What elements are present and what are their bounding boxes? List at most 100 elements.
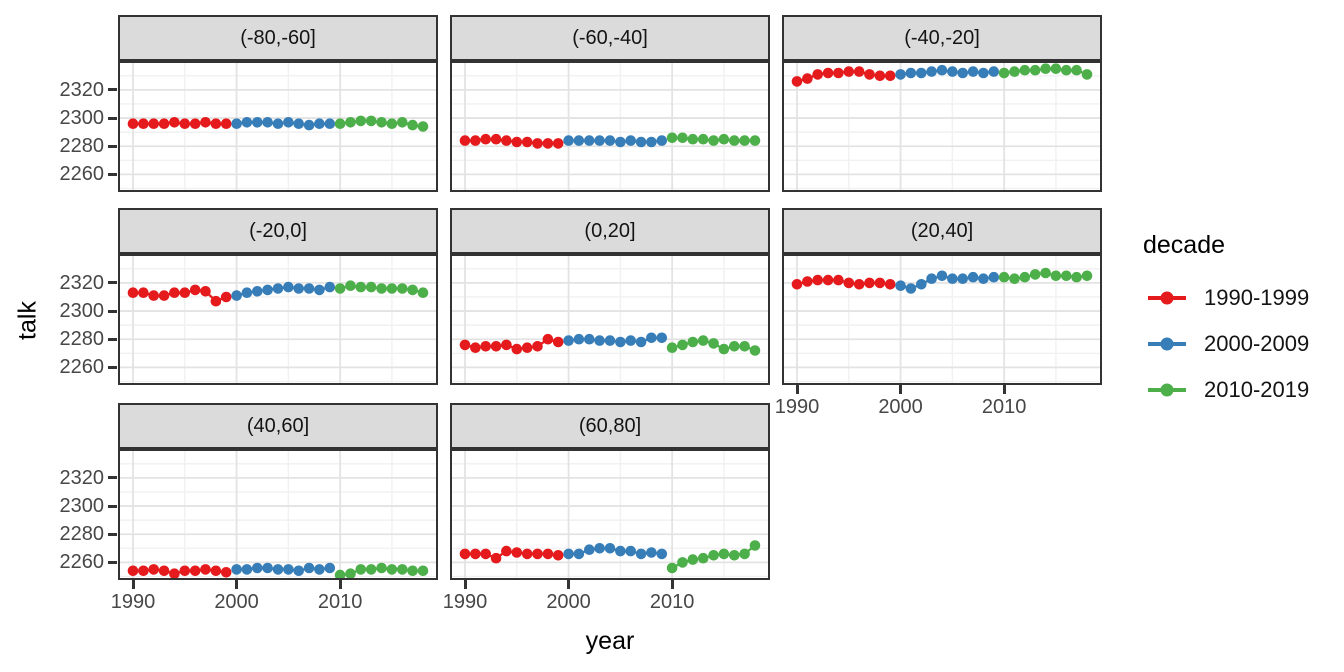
data-point — [739, 135, 750, 146]
data-point — [241, 287, 253, 298]
data-point — [210, 295, 222, 307]
data-point — [957, 273, 968, 284]
data-point — [677, 339, 688, 351]
data-point — [646, 332, 657, 344]
data-point — [532, 138, 543, 149]
data-point — [376, 117, 387, 128]
gridlines — [118, 449, 438, 580]
facet-strip: (20,40] — [782, 208, 1102, 254]
data-point — [1061, 270, 1072, 282]
series-2000-2009 — [563, 332, 668, 348]
data-point — [677, 557, 688, 568]
facet-panel — [782, 61, 1102, 192]
y-tick-mark — [108, 504, 117, 508]
data-point — [1071, 271, 1082, 283]
x-axis-title: year — [585, 627, 635, 655]
series-2010-2019 — [666, 132, 761, 146]
facet-strip-label: (-40,-20] — [904, 26, 980, 49]
data-point — [749, 135, 761, 146]
data-point — [584, 544, 595, 555]
y-tick-label: 2280 — [59, 328, 105, 351]
data-point — [697, 552, 709, 564]
data-point — [138, 287, 149, 298]
data-point — [262, 562, 273, 574]
data-point — [417, 121, 429, 132]
data-point — [573, 548, 585, 560]
gridlines — [450, 61, 770, 192]
data-point — [687, 336, 699, 348]
data-point — [490, 133, 502, 145]
y-tick-mark — [108, 88, 117, 92]
data-point — [345, 568, 356, 579]
legend-label: 1990-1999 — [1204, 285, 1310, 310]
data-point — [666, 562, 678, 574]
data-point — [314, 564, 325, 575]
data-point — [791, 279, 803, 290]
data-point — [625, 335, 636, 346]
facet-panel — [118, 254, 438, 385]
data-point — [459, 548, 471, 560]
data-point — [978, 273, 989, 284]
data-point — [905, 67, 917, 79]
y-tick-label: 2260 — [59, 163, 105, 186]
data-point — [355, 115, 367, 127]
data-point — [334, 569, 346, 580]
x-tick-label: 1990 — [442, 591, 488, 613]
series-2000-2009 — [231, 281, 336, 301]
data-point — [220, 291, 232, 303]
data-point — [303, 562, 315, 574]
gridlines — [782, 61, 1102, 192]
data-point — [470, 548, 481, 560]
data-point — [895, 69, 906, 80]
x-tick-mark — [899, 385, 903, 394]
x-tick-label: 1990 — [110, 591, 156, 613]
x-tick-mark — [463, 580, 467, 589]
data-point — [189, 284, 201, 296]
data-point — [967, 66, 979, 77]
y-tick-label: 2300 — [59, 495, 105, 518]
y-tick-label: 2300 — [59, 300, 105, 323]
data-point — [417, 287, 429, 298]
y-tick-label: 2320 — [59, 271, 105, 294]
data-point — [490, 341, 502, 352]
data-point — [459, 135, 471, 146]
data-point — [833, 274, 844, 286]
facet-panel — [782, 254, 1102, 385]
data-point — [874, 70, 886, 82]
data-point — [998, 67, 1010, 79]
data-point — [179, 118, 191, 129]
data-point — [262, 284, 273, 296]
y-tick-label: 2320 — [59, 78, 105, 101]
data-point — [480, 341, 491, 352]
data-point — [148, 118, 159, 129]
data-point — [1081, 69, 1093, 80]
legend-key-2000-2009 — [1148, 337, 1186, 351]
data-point — [293, 283, 304, 294]
data-point — [521, 342, 533, 353]
gridlines — [450, 254, 770, 385]
y-tick-mark — [108, 560, 117, 564]
data-point — [365, 281, 377, 293]
series-2010-2019 — [998, 267, 1093, 284]
facet-strip: (40,60] — [118, 403, 438, 449]
facet-strip-label: (-60,-40] — [572, 26, 648, 49]
data-point — [594, 543, 605, 554]
data-point — [158, 118, 170, 129]
facet-strip-label: (-20,0] — [249, 219, 307, 242]
data-point — [947, 273, 958, 284]
data-point — [179, 287, 191, 298]
x-tick-label: 2000 — [546, 591, 591, 613]
facet-strip: (60,80] — [450, 403, 770, 449]
data-point — [1040, 267, 1051, 279]
series-1990-1999 — [459, 133, 564, 149]
x-tick-mark — [338, 580, 342, 589]
legend-title: decade — [1143, 231, 1226, 259]
series-2010-2019 — [666, 335, 761, 356]
data-point — [1050, 63, 1062, 74]
data-point — [262, 117, 273, 128]
data-point — [1009, 66, 1020, 77]
y-tick-mark — [108, 476, 117, 480]
data-point — [615, 136, 626, 148]
data-point — [926, 273, 937, 284]
data-point — [635, 548, 647, 560]
